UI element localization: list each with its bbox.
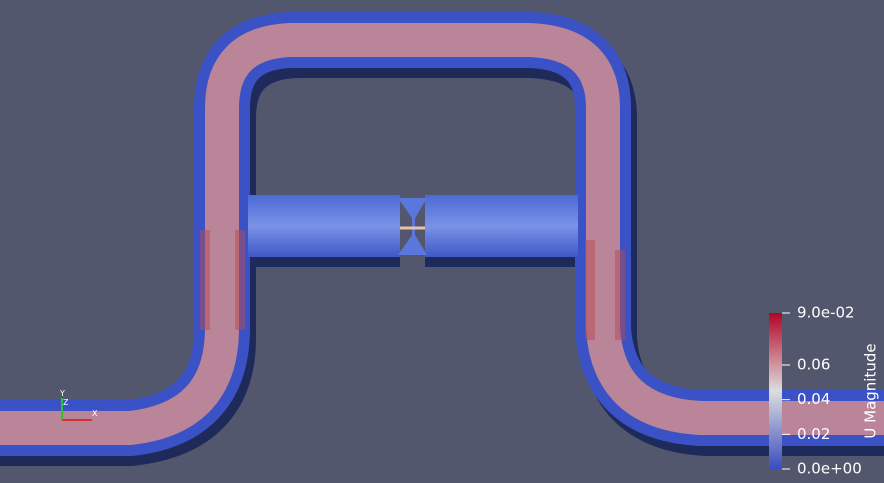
tick-label: 0.0e+00 bbox=[797, 460, 862, 478]
tick-label: 0.02 bbox=[797, 425, 830, 443]
y-axis-label: Y bbox=[59, 389, 65, 398]
tick-label: 0.06 bbox=[797, 356, 830, 374]
tick-label: 9.0e-02 bbox=[797, 304, 855, 322]
color-bar bbox=[769, 313, 782, 469]
pipe-geometry bbox=[0, 12, 884, 466]
z-axis-label: Z bbox=[63, 398, 69, 407]
color-legend-title: U Magnitude bbox=[862, 343, 880, 438]
axes-triad: X Y Z bbox=[59, 389, 98, 421]
tick-label: 0.04 bbox=[797, 390, 830, 408]
x-axis-label: X bbox=[92, 409, 98, 418]
color-legend: U Magnitude 9.0e-02 0.06 0.04 0.02 0.0e+00 bbox=[769, 304, 880, 478]
